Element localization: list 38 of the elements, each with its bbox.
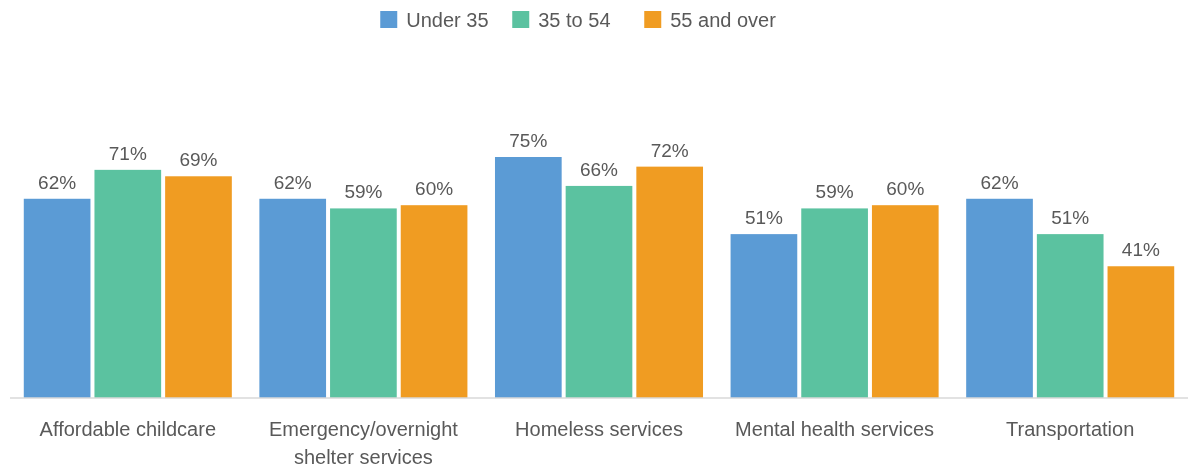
bar [23,198,91,398]
data-label: 41% [1121,239,1160,261]
bar [1107,266,1175,398]
data-label: 71% [108,142,147,164]
bar [330,208,397,398]
data-label: 60% [415,178,454,200]
bar [966,198,1033,398]
data-label: 59% [815,181,854,203]
x-tick-label: Transportation [1006,418,1135,440]
bar [730,234,798,398]
data-label: 62% [980,171,1019,193]
data-label: 72% [650,139,689,161]
legend-label: Under 35 [406,9,489,31]
data-label: 51% [1051,207,1090,229]
x-tick-label: Affordable childcare [39,418,216,440]
bar [165,176,232,398]
bar [871,205,939,398]
bar [801,208,868,398]
data-label: 69% [179,149,218,171]
data-label: 59% [344,181,383,203]
data-label: 51% [744,207,784,229]
bar [259,198,327,398]
bar [494,157,562,398]
data-label: 62% [273,171,312,193]
bar [1036,234,1104,398]
bar [636,166,704,398]
x-tick-label: Mental health services [735,418,935,440]
legend-label: 55 and over [670,9,777,31]
legend-label: 35 to 54 [538,9,611,31]
bar [565,185,633,398]
x-tick-label: Emergency/overnight shelter services [268,418,459,468]
data-label: 60% [886,178,925,200]
bar [400,205,468,398]
data-label: 62% [38,171,77,193]
data-label: 66% [579,158,619,180]
bar [94,169,162,398]
x-tick-label: Homeless services [515,418,683,440]
data-label: 75% [509,130,548,151]
